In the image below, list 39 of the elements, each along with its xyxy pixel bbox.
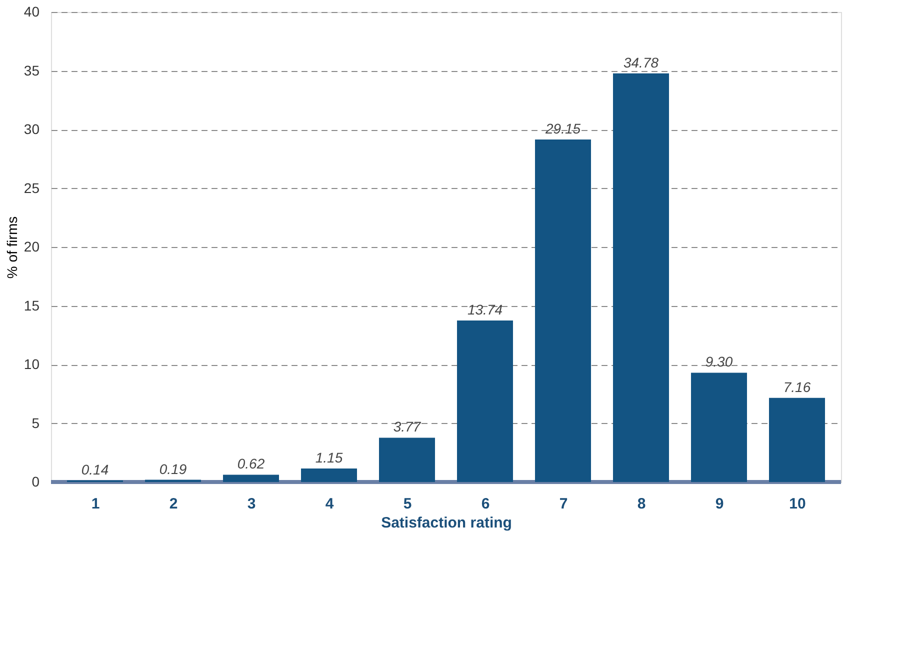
y-axis-title: % of firms (4, 216, 20, 279)
x-tick-label: 3 (247, 496, 256, 512)
bar (379, 438, 435, 482)
x-tick-label: 5 (403, 496, 412, 512)
x-axis-title: Satisfaction rating (381, 514, 512, 532)
data-label: 29.15 (544, 120, 581, 136)
y-tick-label: 5 (32, 414, 40, 431)
data-label: 9.30 (705, 354, 733, 370)
y-tick-label: 0 (32, 474, 40, 490)
x-tick-label: 2 (169, 496, 178, 512)
y-tick-label: 30 (24, 121, 40, 137)
y-tick-label: 35 (24, 62, 40, 78)
x-tick-label: 7 (559, 496, 568, 512)
data-label: 0.14 (81, 461, 109, 478)
y-tick-label: 20 (24, 238, 40, 254)
bar (769, 398, 825, 482)
x-tick-label: 10 (789, 496, 806, 512)
y-tick-label: 40 (24, 4, 40, 20)
data-label: 34.78 (623, 54, 659, 70)
bar (457, 320, 513, 482)
x-tick-label: 4 (325, 496, 334, 512)
x-tick-label: 9 (715, 496, 724, 512)
data-label: 7.16 (783, 378, 811, 395)
data-label: 0.19 (159, 460, 187, 477)
bar (223, 474, 279, 482)
x-tick-label: 8 (637, 496, 646, 512)
bar (301, 468, 357, 482)
data-label: 1.15 (315, 449, 343, 466)
x-tick-label: 6 (481, 496, 490, 512)
bar (535, 139, 591, 482)
y-tick-label: 25 (24, 180, 40, 196)
data-label: 0.62 (237, 456, 265, 472)
data-label: 13.74 (467, 302, 503, 318)
y-tick-label: 15 (24, 297, 40, 314)
bar (613, 73, 669, 482)
data-label: 3.77 (393, 418, 422, 435)
y-tick-label: 10 (24, 356, 40, 372)
x-tick-label: 1 (91, 496, 100, 512)
bar (691, 372, 747, 482)
